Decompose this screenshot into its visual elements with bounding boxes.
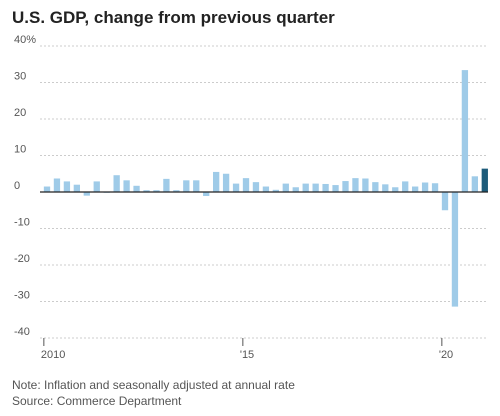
bar [412,186,419,192]
bar [471,176,478,192]
bar [242,178,250,192]
bar [312,183,319,192]
bar [83,192,90,196]
bar [292,187,299,192]
bar [143,190,150,192]
bar [402,181,409,192]
bar [302,183,309,192]
bar [252,182,260,192]
bar [213,171,220,192]
bar [272,189,279,192]
x-tick-label: '20 [439,349,453,361]
bar [232,183,240,192]
bar [262,186,270,192]
x-tick-label: '15 [240,349,254,361]
bar [362,178,369,192]
x-axis-labels: 2010 '15 '20 [41,338,453,361]
y-tick-label: 0 [14,180,20,192]
chart-note: Note: Inflation and seasonally adjusted … [12,378,295,392]
bar [282,183,289,192]
bar [342,181,349,192]
y-tick-label: 40% [14,34,36,46]
bar [431,183,439,192]
y-tick-label: 20 [14,107,26,119]
bar [441,192,449,211]
chart-source: Source: Commerce Department [12,394,182,408]
bar [73,184,80,192]
bar [481,168,488,192]
y-tick-label: -20 [14,253,30,265]
bar [222,173,230,192]
bar [322,183,329,192]
bar [63,181,71,192]
bars [43,70,488,307]
bar [163,178,170,192]
bar [332,185,339,192]
bar [352,178,359,192]
y-tick-label: -30 [14,290,30,302]
y-tick-label: -10 [14,217,30,229]
bar [382,184,389,192]
y-tick-label: -40 [14,326,30,338]
y-tick-label: 10 [14,144,26,156]
y-axis-labels: 40% 30 20 10 0 -10 -20 -30 -40 [14,34,36,338]
bar [53,178,61,192]
bar [461,70,469,192]
chart-title: U.S. GDP, change from previous quarter [12,8,335,27]
bar [113,175,120,192]
bar [173,190,180,192]
bar [392,187,399,192]
bar [153,190,160,192]
bar [93,181,100,192]
x-tick-label: 2010 [41,349,65,361]
bar [372,182,379,192]
bar [133,185,140,192]
bar [123,180,130,192]
bar [203,192,210,197]
bar [421,182,429,192]
bar [193,180,200,192]
grid-lines [40,45,488,339]
y-tick-label: 30 [14,71,26,83]
bar [43,186,51,192]
bar [451,192,459,307]
bar [183,180,190,192]
